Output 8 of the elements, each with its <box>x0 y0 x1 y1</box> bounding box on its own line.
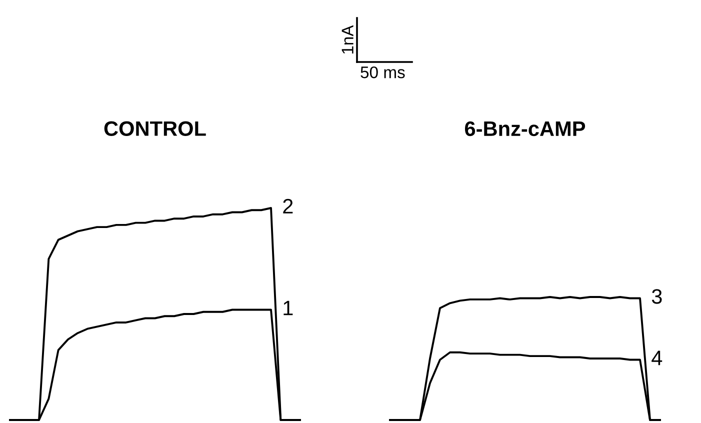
chart-title: 6-Bnz-cAMP <box>465 121 586 136</box>
text: 50 ms <box>360 66 405 78</box>
series-label: 4 <box>652 350 662 366</box>
series-label: 2 <box>283 198 293 214</box>
chart-title: CONTROL <box>104 121 206 136</box>
series-label: 1 <box>284 300 293 316</box>
series-label: 3 <box>652 289 662 304</box>
text: 1nA <box>342 25 354 54</box>
